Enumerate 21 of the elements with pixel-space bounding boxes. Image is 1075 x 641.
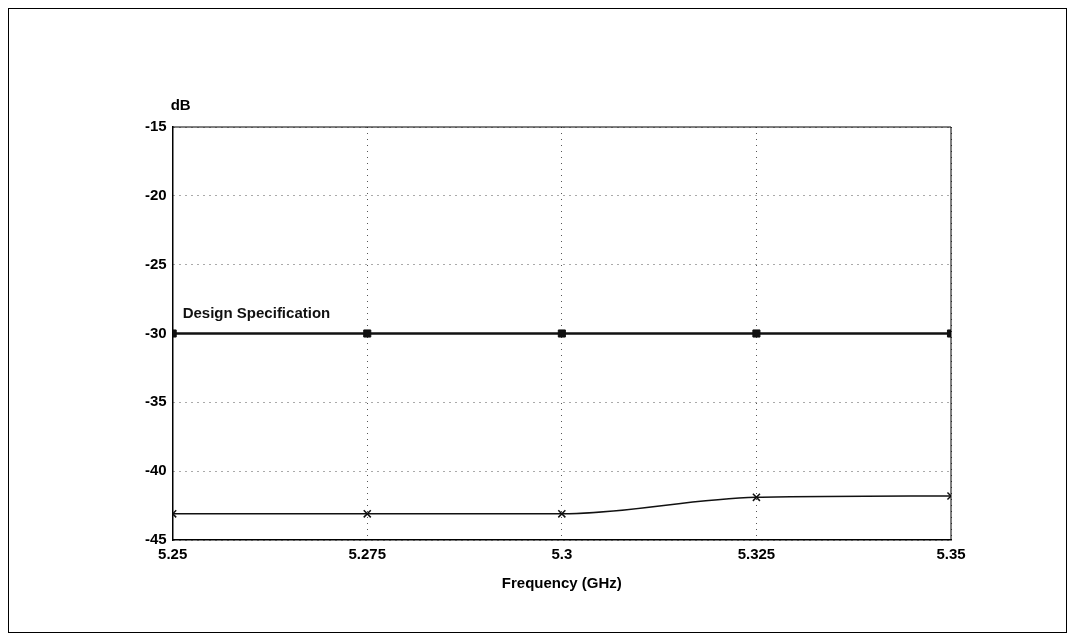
- x-axis-title: Frequency (GHz): [501, 573, 622, 591]
- point: [752, 329, 761, 338]
- y-axis-title: dB: [170, 95, 191, 113]
- y-tick-label: -15: [144, 117, 167, 135]
- y-tick-label: -45: [144, 530, 167, 548]
- y-tick-label: -40: [144, 461, 167, 479]
- x-tick-label: 5.35: [936, 545, 966, 563]
- x-tick-label: 5.25: [158, 545, 188, 563]
- y-tick-label: -25: [144, 254, 167, 272]
- point: [752, 493, 761, 502]
- x-tick-label: 5.3: [551, 545, 573, 563]
- point: [363, 329, 372, 338]
- series-label: Design Specification: [182, 304, 331, 322]
- x-tick-label: 5.325: [737, 545, 776, 563]
- point: [557, 509, 567, 519]
- y-tick-label: -20: [144, 185, 167, 203]
- y-tick-label: -30: [144, 323, 167, 341]
- y-tick-label: -35: [144, 392, 167, 410]
- x-tick-label: 5.275: [348, 545, 387, 563]
- point: [557, 329, 566, 338]
- point: [362, 509, 372, 519]
